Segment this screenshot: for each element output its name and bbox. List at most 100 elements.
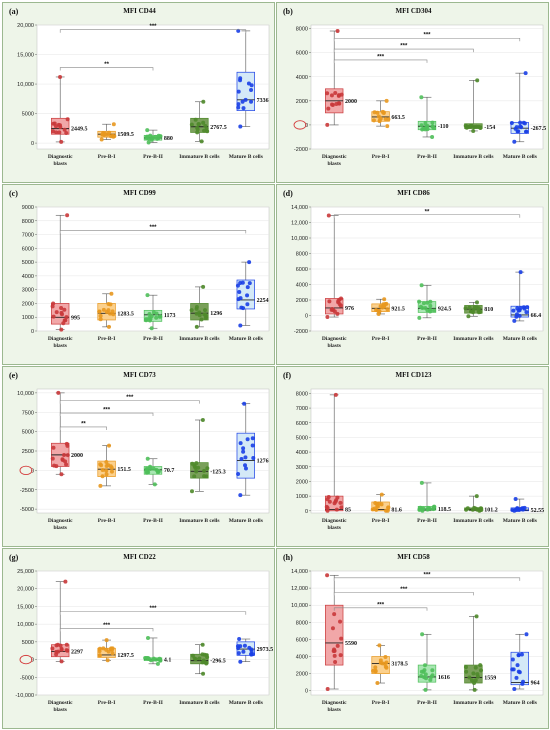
data-point (517, 313, 522, 318)
chart-panel: (d) MFI CD86 -2000 0 2000 4000 6000 8000 10,000 1… (276, 184, 549, 365)
data-point (251, 456, 256, 461)
data-point (245, 285, 250, 290)
data-point (197, 656, 202, 661)
data-point (333, 90, 338, 95)
data-point (205, 129, 210, 134)
x-tick-label: Mature B cells (503, 700, 537, 706)
data-point (428, 677, 433, 682)
data-point (195, 127, 200, 132)
y-tick-label: 7000 (22, 233, 34, 239)
data-point (423, 687, 428, 692)
significance-bracket (333, 592, 474, 596)
x-tick-label: Diagnostic blasts (48, 700, 73, 713)
data-point (58, 74, 63, 79)
chart-panel: (b) MFI CD304 -2000 0 2000 4000 6000 8000 Diagno… (276, 2, 549, 183)
data-point (420, 632, 425, 637)
data-point (62, 307, 67, 312)
box-plot: (e) MFI CD73 -5000 -2500 0 2500 5000 7500 10,000… (9, 371, 270, 531)
data-point (236, 651, 241, 656)
data-point (522, 505, 527, 510)
data-point (330, 626, 335, 631)
data-point (471, 671, 476, 676)
data-point (338, 303, 343, 308)
data-point (59, 472, 64, 477)
data-point (512, 139, 517, 144)
data-point (383, 664, 388, 669)
data-point (63, 459, 68, 464)
box-plot: (c) MFI CD99 0 1000 2000 3000 4000 5000 6000 7000… (9, 189, 270, 349)
data-point (469, 309, 474, 314)
data-point (145, 128, 150, 133)
panel-label: (c) (9, 189, 18, 198)
data-point (197, 313, 202, 318)
chart-title: MFI CD304 (396, 7, 432, 15)
y-tick-label: 6000 (22, 246, 34, 252)
data-point (110, 133, 115, 138)
x-tick-label: Mature B cells (503, 336, 537, 342)
chart-panel: (h) MFI CD58 0 2000 4000 6000 8000 10,000 12,000… (276, 548, 549, 729)
data-point (145, 635, 150, 640)
data-point (242, 401, 247, 406)
data-point (474, 614, 479, 619)
y-tick-label: 0 (305, 123, 308, 129)
data-point (150, 136, 155, 141)
data-point (422, 675, 427, 680)
data-point (249, 83, 254, 88)
y-tick-label: 12,000 (291, 221, 308, 227)
data-point (332, 653, 337, 658)
data-point (50, 456, 55, 461)
data-point (419, 283, 424, 288)
chart-title: MFI CD22 (123, 553, 156, 561)
data-point (425, 300, 430, 305)
box-plot: (g) MFI CD22 -10,000 -5000 0 5000 10,000 15,000… (9, 553, 274, 713)
significance-bracket (333, 214, 521, 218)
y-tick-label: -5000 (20, 507, 34, 513)
data-point (335, 29, 340, 34)
data-point (59, 646, 64, 651)
y-tick-label: 4000 (296, 75, 308, 81)
data-point (373, 665, 378, 670)
data-point (325, 573, 330, 578)
data-point (331, 308, 336, 313)
y-tick-label: 8000 (296, 391, 308, 397)
median-label: 2973.5 (257, 647, 274, 653)
data-point (98, 483, 103, 488)
data-point (521, 305, 526, 310)
y-tick-label: 25,000 (17, 569, 34, 575)
data-point (514, 675, 519, 680)
data-point (327, 299, 332, 304)
data-point (243, 466, 248, 471)
data-point (515, 663, 520, 668)
data-point (200, 660, 205, 665)
data-point (201, 120, 206, 125)
data-point (154, 311, 159, 316)
median-label: 995 (71, 315, 80, 321)
data-point (519, 125, 524, 130)
data-point (250, 436, 255, 441)
significance-label: *** (377, 54, 385, 60)
data-point (330, 102, 335, 107)
data-point (518, 270, 523, 275)
data-point (421, 669, 426, 674)
x-tick-label: Pre-B-II (143, 518, 163, 524)
data-point (149, 326, 154, 331)
data-point (103, 131, 108, 136)
y-tick-label: 5000 (22, 430, 34, 436)
data-point (201, 284, 206, 289)
data-point (243, 455, 248, 460)
data-point (144, 317, 149, 322)
data-point (515, 306, 520, 311)
data-point (107, 443, 112, 448)
data-point (245, 293, 250, 298)
median-label: -296.5 (210, 659, 226, 665)
y-tick-label: 4000 (296, 283, 308, 289)
panel-label: (e) (9, 371, 18, 380)
data-point (108, 647, 113, 652)
data-point (523, 71, 528, 76)
data-point (65, 443, 70, 448)
data-point (148, 658, 153, 663)
panel-label: (g) (9, 553, 19, 562)
median-label: 4.1 (164, 658, 172, 664)
significance-label: *** (149, 24, 157, 30)
